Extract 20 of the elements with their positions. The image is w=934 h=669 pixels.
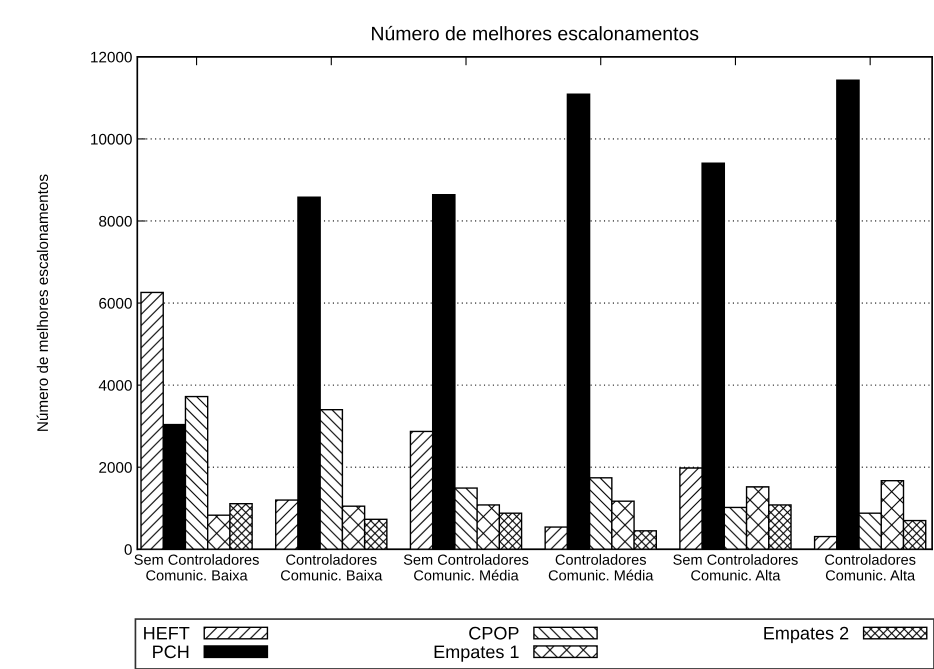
y-tick-label: 10000 xyxy=(91,134,132,145)
y-tick-label: 4000 xyxy=(98,380,132,391)
legend-label: Empates 1 xyxy=(434,646,519,662)
y-tick-label: 12000 xyxy=(91,52,132,63)
x-tick-label: Controladores Comunic. Média xyxy=(548,554,654,581)
x-tick-label: Sem Controladores Comunic. Baixa xyxy=(134,554,259,581)
legend-label: HEFT xyxy=(144,626,190,640)
legend-label: Empates 2 xyxy=(764,626,848,644)
x-tick-label: Sem Controladores Comunic. Alta xyxy=(673,554,798,581)
chart-title: Número de melhores escalonamentos xyxy=(372,26,698,40)
y-tick-label: 8000 xyxy=(99,216,132,227)
y-tick-label: 0 xyxy=(124,544,132,555)
x-tick-label: Controladores Comunic. Baixa xyxy=(280,554,382,581)
x-tick-label: Sem Controladores Comunic. Média xyxy=(404,554,528,581)
legend-label: PCH xyxy=(153,645,188,658)
x-tick-label: Controladores Comunic. Alta xyxy=(825,554,916,581)
y-axis-title: Número de melhores escalonamentos xyxy=(36,174,48,431)
y-tick-label: 2000 xyxy=(99,462,132,473)
legend-label: CPOP xyxy=(469,626,519,640)
y-tick-label: 6000 xyxy=(99,298,132,309)
